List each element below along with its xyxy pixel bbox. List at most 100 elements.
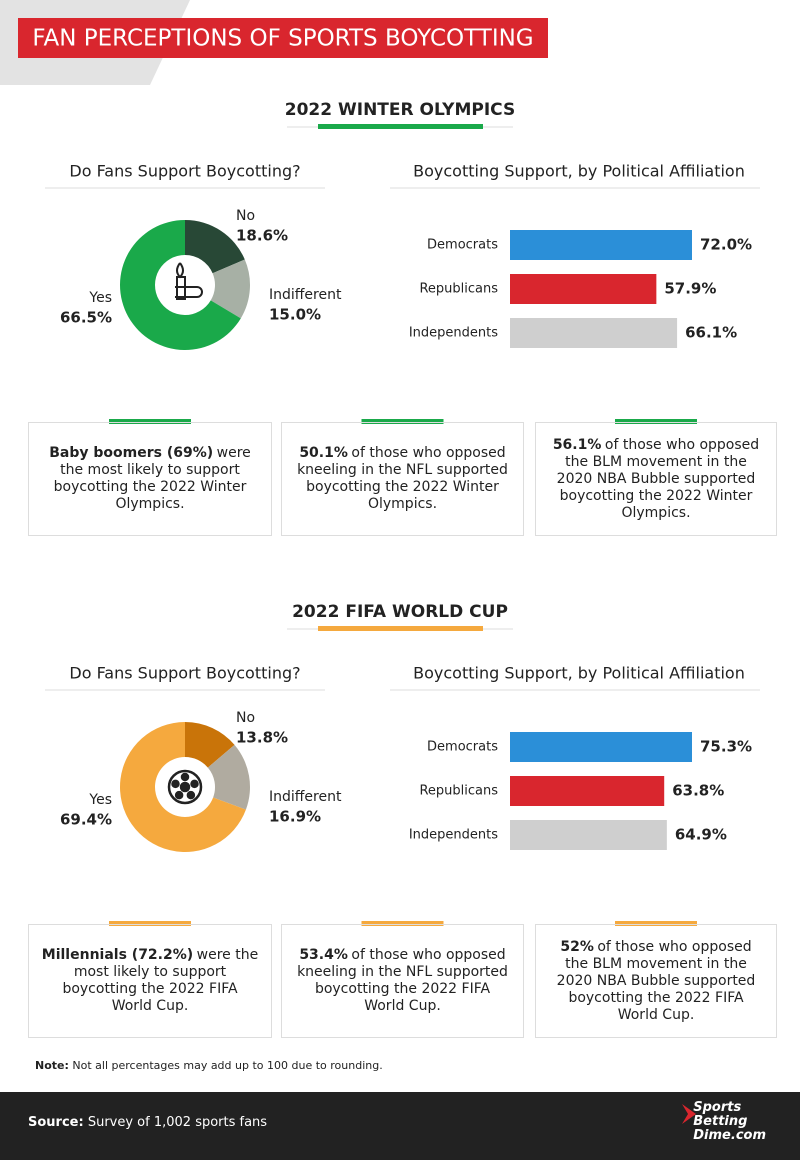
title: FAN PERCEPTIONS OF SPORTS BOYCOTTING (32, 26, 533, 52)
note-text: Not all percentages may add up to 100 du… (72, 1059, 383, 1072)
fact-highlight: Millennials (72.2%) (41, 947, 194, 963)
bar (510, 776, 665, 806)
pie-slice (185, 722, 235, 768)
slice-value: 13.8% (236, 729, 288, 747)
fact-highlight: 52% (560, 938, 594, 955)
bar-value: 66.1% (685, 324, 737, 342)
fact-body: of those who opposed kneeling in the NFL… (297, 445, 508, 512)
pie-slice (119, 722, 246, 852)
chart-title: Do Fans Support Boycotting? (69, 664, 300, 683)
fact-body: of those who opposed the BLM movement in… (556, 938, 756, 1023)
slice-label: No (236, 208, 255, 224)
logo-line: Betting (693, 1114, 748, 1129)
pie-slice (120, 220, 241, 350)
fact-highlight: 56.1% (552, 436, 602, 453)
bar-category: Republicans (419, 784, 498, 799)
icon (175, 262, 203, 300)
fact-accent (109, 921, 191, 926)
icon-part (176, 262, 184, 279)
slice-value: 66.5% (60, 309, 112, 327)
fact-body: were the most likely to support boycotti… (62, 947, 259, 1014)
slice-label: Indifferent (269, 287, 342, 303)
source-label: Source: (28, 1115, 84, 1130)
bar-category: Republicans (419, 282, 498, 297)
slice-value: 16.9% (269, 808, 321, 826)
pie-slice (207, 744, 250, 810)
fact-accent (109, 419, 191, 424)
chart-title: Boycotting Support, by Political Affilia… (413, 162, 745, 181)
bar-value: 75.3% (700, 738, 752, 756)
source: Source: Survey of 1,002 sports fans (28, 1115, 267, 1130)
fact-highlight: 53.4% (299, 947, 348, 963)
slice-value: 15.0% (269, 306, 321, 324)
fact-box: 52% of those who opposed the BLM movement… (535, 924, 777, 1038)
fact-body: of those who opposed kneeling in the NFL… (297, 947, 508, 1014)
fact-accent (361, 921, 444, 926)
fact-box: 53.4% of those who opposed kneeling in th… (281, 924, 524, 1038)
icon-part (180, 772, 190, 782)
icon (167, 769, 203, 805)
logo-icon (682, 1104, 696, 1124)
fact-box: 56.1% of those who opposed the BLM moveme… (535, 422, 777, 536)
slice-value: 69.4% (60, 811, 112, 829)
source-text: Survey of 1,002 sports fans (87, 1115, 268, 1130)
fact-highlight: 50.1% (299, 445, 348, 461)
icon-part (190, 779, 199, 789)
chart-title: Boycotting Support, by Political Affilia… (413, 664, 745, 683)
fact-accent (615, 921, 697, 926)
bar-category: Independents (409, 326, 498, 341)
icon-part (186, 790, 196, 800)
bar (510, 732, 692, 762)
fact-body: were the most likely to support boycotti… (53, 445, 251, 512)
slice-value: 18.6% (236, 227, 288, 245)
title-box (18, 18, 548, 58)
fact-box: 50.1% of those who opposed kneeling in th… (281, 422, 524, 536)
bar (510, 230, 692, 260)
footer-band (0, 1092, 800, 1160)
heading-accent (318, 124, 483, 129)
fact-box: Baby boomers (69%) were the most likely t… (28, 422, 272, 536)
note: Note: Not all percentages may add up to … (35, 1059, 383, 1072)
bar-category: Democrats (427, 740, 498, 755)
bar-category: Independents (409, 828, 498, 843)
bar (510, 274, 657, 304)
slice-label: Yes (88, 792, 112, 808)
bar (510, 318, 678, 348)
fact-text: Millennials (72.2%) were the most likely … (41, 947, 259, 1015)
chart-title: Do Fans Support Boycotting? (69, 162, 300, 181)
icon-part (171, 779, 180, 789)
fact-accent (615, 419, 697, 424)
logo-line: Dime.com (693, 1128, 766, 1143)
slice-label: Indifferent (269, 789, 342, 805)
fact-text: 50.1% of those who opposed kneeling in th… (294, 445, 511, 513)
bar-value: 64.9% (675, 826, 727, 844)
fact-accent (361, 419, 444, 424)
bar (510, 820, 667, 850)
fact-highlight: Baby boomers (69%) (49, 445, 214, 461)
icon-part (167, 769, 203, 805)
icon-part (174, 790, 184, 800)
bar-category: Democrats (427, 238, 498, 253)
slice-label: No (236, 710, 255, 726)
icon-part (179, 781, 191, 793)
bar-value: 57.9% (664, 280, 716, 298)
fact-text: Baby boomers (69%) were the most likely t… (41, 445, 259, 513)
logo: Sports Betting Dime.com (693, 1101, 766, 1143)
heading-accent (318, 626, 483, 631)
icon-part (175, 286, 203, 298)
section-heading: 2022 FIFA WORLD CUP (292, 602, 508, 622)
fact-body: of those who opposed the BLM movement in… (556, 436, 760, 521)
slice-label: Yes (88, 290, 112, 306)
bar-value: 72.0% (700, 236, 752, 254)
pie-slice (210, 259, 250, 319)
fact-text: 53.4% of those who opposed kneeling in th… (294, 947, 511, 1015)
logo-line: Sports (693, 1100, 742, 1115)
pie-slice (185, 220, 245, 274)
section-heading: 2022 WINTER OLYMPICS (285, 100, 515, 120)
note-label: Note: (35, 1059, 69, 1072)
bar-value: 63.8% (672, 782, 724, 800)
fact-text: 56.1% of those who opposed the BLM moveme… (548, 437, 764, 522)
fact-text: 52% of those who opposed the BLM movement… (548, 939, 764, 1024)
